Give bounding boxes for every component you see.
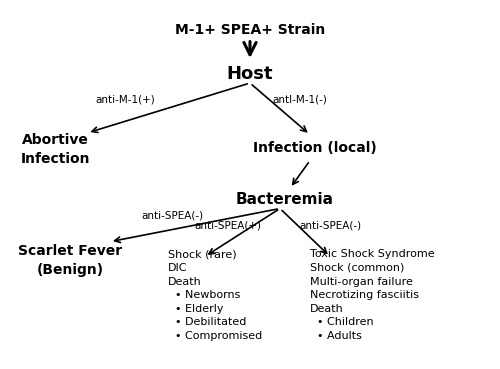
Text: anti-SPEA(-): anti-SPEA(-) [299, 221, 361, 231]
Text: Scarlet Fever
(Benign): Scarlet Fever (Benign) [18, 244, 122, 277]
Text: Infection (local): Infection (local) [253, 141, 377, 155]
Text: Abortive
Infection: Abortive Infection [20, 133, 90, 166]
Text: anti-SPEA(-): anti-SPEA(-) [142, 211, 204, 221]
Text: Shock (rare)
DIC
Death
  • Newborns
  • Elderly
  • Debilitated
  • Compromised: Shock (rare) DIC Death • Newborns • Elde… [168, 249, 262, 341]
Text: Host: Host [227, 65, 273, 83]
Text: antI-M-1(-): antI-M-1(-) [272, 94, 328, 105]
Text: anti-SPEA(+): anti-SPEA(+) [194, 221, 261, 231]
Text: anti-M-1(+): anti-M-1(+) [95, 94, 155, 105]
Text: Bacteremia: Bacteremia [236, 192, 334, 207]
Text: Toxic Shock Syndrome
Shock (common)
Multi-organ failure
Necrotizing fasciitis
De: Toxic Shock Syndrome Shock (common) Mult… [310, 249, 434, 341]
Text: M-1+ SPEA+ Strain: M-1+ SPEA+ Strain [175, 23, 325, 37]
